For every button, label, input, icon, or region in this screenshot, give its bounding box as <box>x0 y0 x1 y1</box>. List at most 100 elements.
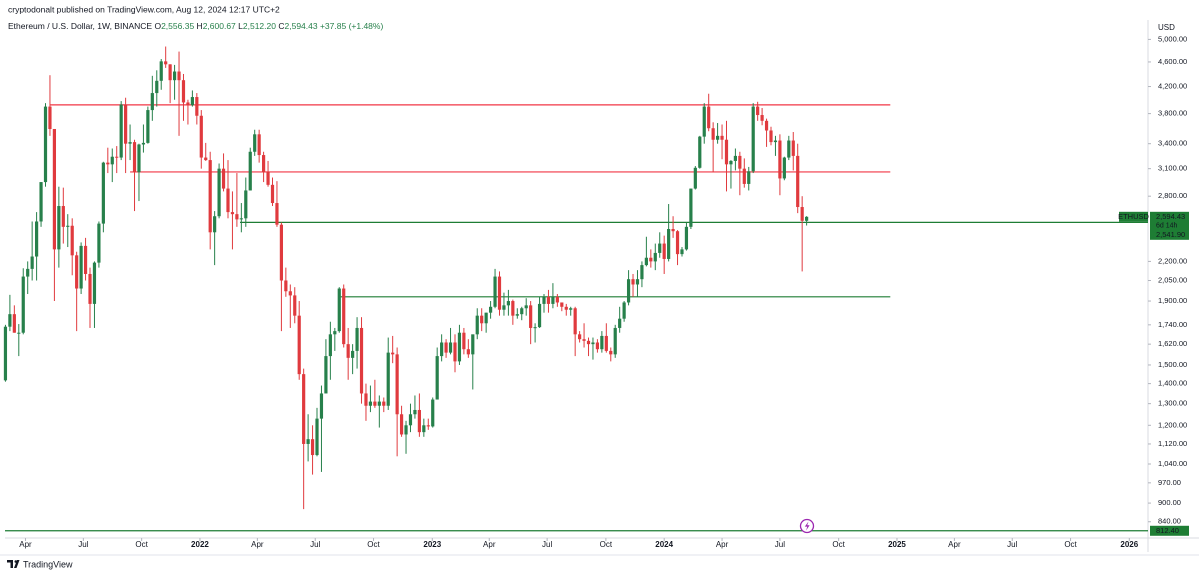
y-tick-label: 5,000.00 <box>1158 34 1187 43</box>
candle-body <box>546 296 551 304</box>
candle-body <box>417 409 421 433</box>
candle-body <box>190 97 194 106</box>
candle-body <box>195 97 199 116</box>
candle-body <box>324 356 328 394</box>
candle-body <box>226 188 230 213</box>
candle-body <box>529 305 533 328</box>
candle-body <box>582 339 586 341</box>
candle-body <box>680 249 684 255</box>
candle-body <box>609 350 613 355</box>
y-tick-label: 1,740.00 <box>1158 320 1187 329</box>
candle-body <box>302 374 306 444</box>
candle-body <box>43 106 48 183</box>
candle-body <box>373 401 377 406</box>
level-tag-bg <box>1150 525 1189 536</box>
candle-body <box>715 135 720 140</box>
candle-body <box>204 157 208 161</box>
candle-body <box>747 171 751 184</box>
x-tick-label: 2025 <box>888 540 906 549</box>
candle-body <box>480 315 484 324</box>
candle-body <box>101 162 105 224</box>
y-tick-label: 900.00 <box>1158 498 1181 507</box>
candle-body <box>244 190 248 219</box>
candle-body <box>279 224 284 281</box>
price-change: +37.85 (+1.48%) <box>320 21 383 31</box>
candle-body <box>604 335 608 351</box>
x-tick-label: Apr <box>251 540 264 549</box>
y-tick-label: 1,900.00 <box>1158 296 1187 305</box>
candle-body <box>555 296 559 303</box>
candle-body <box>729 160 733 165</box>
candle-body <box>457 332 462 362</box>
candle-body <box>707 106 711 129</box>
candle-body <box>97 223 101 263</box>
candle-body <box>253 134 257 152</box>
candle-body <box>284 280 288 292</box>
candle-body <box>533 327 537 329</box>
candle-body <box>733 155 737 161</box>
candle-body <box>595 342 600 350</box>
candle-body <box>199 115 203 158</box>
candle-body <box>172 71 177 81</box>
x-tick-label: Jul <box>542 540 552 549</box>
candle-body <box>805 216 809 221</box>
candle-body <box>422 425 426 433</box>
candle-body <box>213 216 217 233</box>
legend: Ethereum / U.S. Dollar, 1W, BINANCE O2,5… <box>8 21 383 31</box>
candle-body <box>70 225 74 256</box>
y-tick-label: 1,300.00 <box>1158 399 1187 408</box>
candle-body <box>328 334 332 357</box>
candle-body <box>724 139 729 165</box>
candle-body <box>796 155 800 208</box>
candle-body <box>667 229 671 259</box>
candle-body <box>471 334 475 355</box>
candle-body <box>787 140 791 158</box>
last-price-label: 2,594.43 <box>1156 212 1185 221</box>
ohlc-value: 2,600.67 <box>203 21 236 31</box>
candle-body <box>506 301 511 306</box>
candle-body <box>319 393 324 419</box>
candle-body <box>26 268 30 277</box>
candle-body <box>141 142 146 145</box>
ohlc-prefix: H <box>197 21 203 31</box>
candle-body <box>79 245 83 289</box>
candle-body <box>261 155 266 173</box>
replay-icon <box>799 518 815 534</box>
candle-body <box>488 306 493 313</box>
candle-body <box>791 140 795 156</box>
x-tick-label: Jul <box>310 540 320 549</box>
candle-body <box>337 288 341 332</box>
candle-body <box>128 142 132 144</box>
candle-body <box>137 144 141 173</box>
y-tick-label: 1,120.00 <box>1158 439 1187 448</box>
candle-body <box>751 106 755 172</box>
y-tick-label: 1,500.00 <box>1158 360 1187 369</box>
candle-body <box>333 331 337 335</box>
currency: USD <box>1158 23 1175 32</box>
candle-body <box>484 312 488 324</box>
candle-body <box>288 291 292 296</box>
candle-body <box>275 203 279 225</box>
candle-body <box>399 414 404 435</box>
candle-body <box>671 229 675 232</box>
candle-body <box>92 262 97 304</box>
x-tick-label: Apr <box>716 540 729 549</box>
candle-body <box>800 207 804 221</box>
candle-body <box>551 296 555 304</box>
candle-body <box>248 151 252 191</box>
candle-body <box>453 342 457 362</box>
x-tick-label: 2022 <box>191 540 209 549</box>
candle-body <box>208 160 212 233</box>
candle-body <box>738 155 742 169</box>
candle-body <box>782 157 786 179</box>
candle-body <box>110 156 114 165</box>
y-tick-label: 4,600.00 <box>1158 57 1187 66</box>
countdown: 6d 14h <box>1156 223 1178 230</box>
x-tick-label: Oct <box>832 540 845 549</box>
candle-body <box>61 206 65 227</box>
tradingview-logo <box>7 560 20 568</box>
x-tick-label: 2023 <box>423 540 441 549</box>
y-tick-label: 3,800.00 <box>1158 109 1187 118</box>
candle-body <box>426 425 430 427</box>
